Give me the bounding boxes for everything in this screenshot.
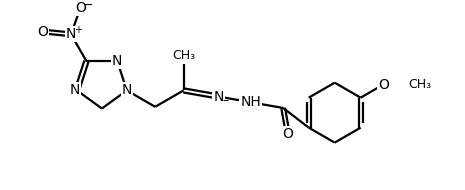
- Text: –: –: [222, 94, 228, 107]
- Text: CH₃: CH₃: [409, 78, 432, 91]
- Text: +: +: [73, 25, 81, 35]
- Text: NH: NH: [240, 95, 261, 109]
- Text: O: O: [282, 127, 293, 141]
- Text: N: N: [112, 54, 122, 68]
- Text: N: N: [122, 83, 132, 97]
- Text: O: O: [378, 78, 389, 92]
- Text: CH₃: CH₃: [172, 49, 195, 62]
- Text: N: N: [213, 90, 224, 104]
- Text: O: O: [38, 25, 48, 39]
- Text: N: N: [70, 83, 80, 97]
- Text: O: O: [75, 1, 86, 15]
- Text: −: −: [83, 0, 93, 12]
- Text: N: N: [66, 27, 76, 41]
